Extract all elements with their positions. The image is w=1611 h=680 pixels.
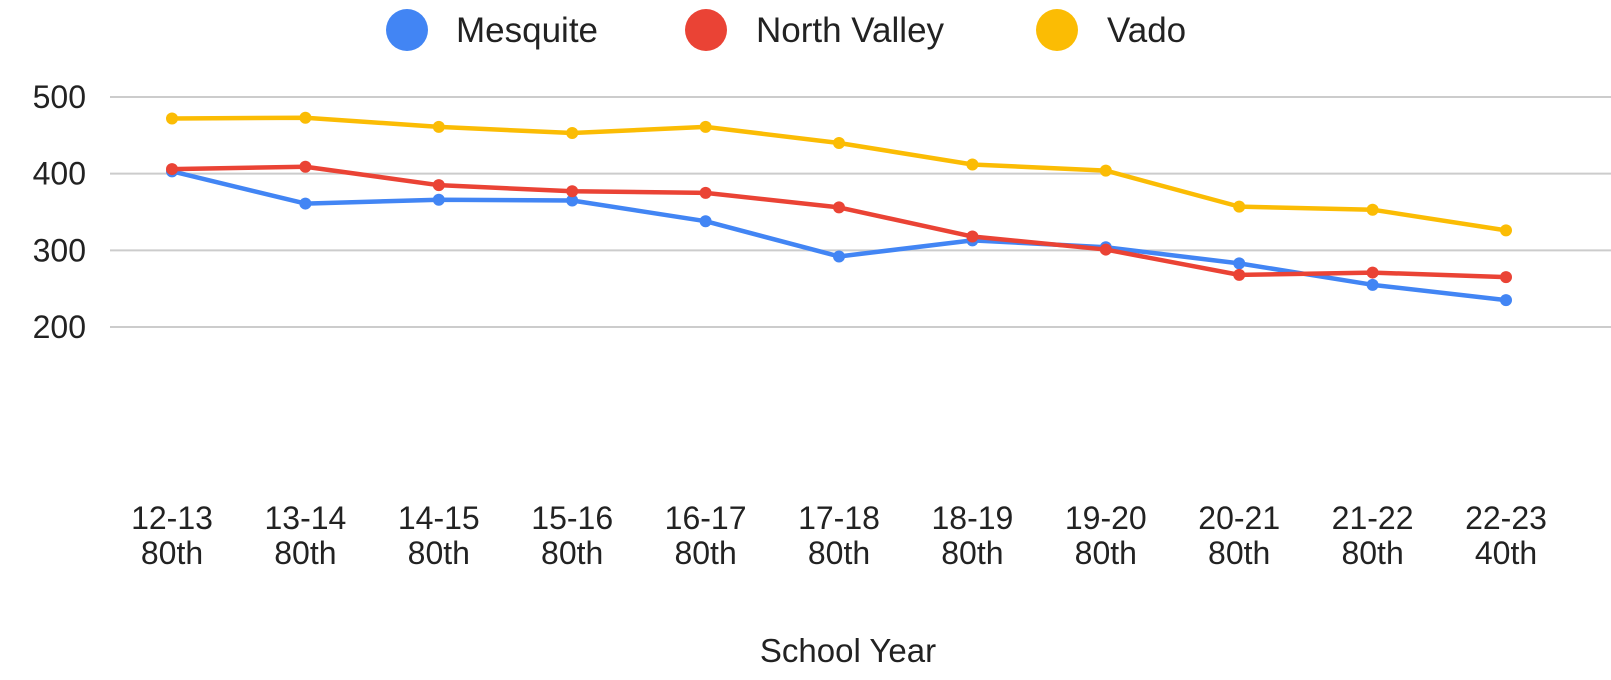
- data-point: [566, 185, 579, 198]
- legend-label: Vado: [1107, 11, 1186, 50]
- x-tick-label-line: 13-14: [264, 500, 346, 536]
- x-tick-label-line: 18-19: [931, 500, 1013, 536]
- x-axis-title: School Year: [760, 632, 936, 669]
- data-point: [966, 230, 979, 243]
- series-line: [169, 169, 1509, 303]
- data-point: [833, 137, 845, 149]
- x-tick-label-line: 80th: [274, 535, 336, 571]
- y-tick-label: 200: [33, 309, 86, 345]
- x-tick-label-line: 12-13: [131, 500, 213, 536]
- data-point: [166, 163, 178, 176]
- data-point: [833, 201, 845, 214]
- data-point: [1366, 266, 1379, 279]
- legend-item: North Valley: [685, 9, 945, 51]
- data-point: [432, 193, 445, 206]
- data-point: [1233, 200, 1246, 213]
- series-north-valley: [166, 160, 1512, 284]
- data-point: [566, 127, 579, 140]
- data-point: [1366, 278, 1379, 291]
- data-point: [432, 179, 445, 192]
- data-point: [833, 250, 845, 263]
- x-tick-label-line: 20-21: [1198, 500, 1280, 536]
- legend-swatch: [685, 9, 727, 51]
- x-tick-label-line: 80th: [1341, 535, 1403, 571]
- data-point: [166, 112, 178, 125]
- legend-label: North Valley: [756, 11, 945, 50]
- legend-swatch: [386, 9, 428, 51]
- data-point: [566, 194, 579, 207]
- legend-swatch: [1036, 9, 1078, 51]
- data-point: [432, 120, 445, 133]
- x-tick-label-line: 16-17: [665, 500, 747, 536]
- data-point: [699, 186, 712, 199]
- y-axis-ticks: 200 300 400 500: [33, 79, 86, 345]
- y-tick-label: 300: [33, 232, 86, 268]
- data-point: [299, 197, 312, 210]
- data-point: [699, 215, 712, 228]
- x-tick-label-line: 80th: [674, 535, 736, 571]
- data-point: [1366, 203, 1379, 216]
- x-tick-label-line: 80th: [941, 535, 1003, 571]
- chart-legend: Mesquite North Valley Vado: [386, 9, 1186, 51]
- data-point: [966, 158, 979, 171]
- x-tick-label-line: 80th: [408, 535, 470, 571]
- data-point: [1500, 294, 1512, 307]
- x-tick-label-line: 21-22: [1332, 500, 1414, 536]
- y-tick-label: 400: [33, 156, 86, 192]
- x-tick-label-line: 80th: [808, 535, 870, 571]
- legend-label: Mesquite: [456, 11, 598, 50]
- x-tick-label-line: 19-20: [1065, 500, 1147, 536]
- chart-series: [166, 111, 1512, 307]
- data-point: [1099, 164, 1112, 177]
- legend-item: Mesquite: [386, 9, 598, 51]
- x-tick-label-line: 80th: [141, 535, 203, 571]
- x-tick-label-line: 15-16: [531, 500, 613, 536]
- data-point: [1099, 243, 1112, 256]
- data-point: [1233, 268, 1246, 281]
- series-mesquite: [166, 165, 1512, 307]
- data-point: [1500, 224, 1512, 237]
- x-tick-label-line: 14-15: [398, 500, 480, 536]
- x-tick-label-line: 17-18: [798, 500, 880, 536]
- data-point: [1500, 271, 1512, 284]
- x-tick-label-line: 80th: [541, 535, 603, 571]
- x-tick-label-line: 40th: [1475, 535, 1537, 571]
- x-tick-label-line: 80th: [1208, 535, 1270, 571]
- data-point: [699, 120, 712, 133]
- series-vado: [166, 111, 1512, 237]
- data-point: [299, 111, 312, 124]
- x-tick-label-line: 80th: [1075, 535, 1137, 571]
- legend-item: Vado: [1036, 9, 1186, 51]
- data-point: [1233, 257, 1246, 270]
- y-tick-label: 500: [33, 79, 86, 115]
- x-axis-ticks: 12-1380th13-1480th14-1580th15-1680th16-1…: [131, 500, 1547, 571]
- x-tick-label-line: 22-23: [1465, 500, 1547, 536]
- data-point: [299, 160, 312, 173]
